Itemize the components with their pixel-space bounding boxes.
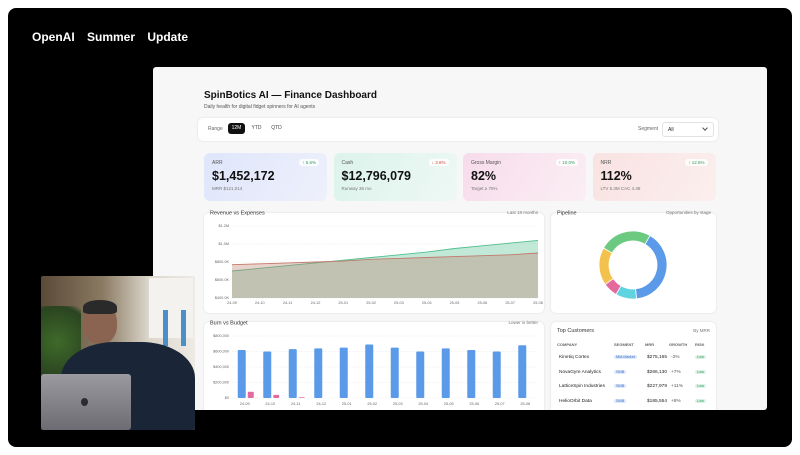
- kpi-change: ↑ 12.5%: [685, 159, 708, 166]
- segment-value: All: [668, 127, 674, 133]
- kpi-change: ↓ 3.6%: [428, 159, 449, 166]
- filter-bar: Range 12M YTD QTD Segment All: [198, 118, 718, 141]
- growth: +7%: [671, 369, 681, 375]
- dashboard: SpinBotics AI — Finance Dashboard Daily …: [153, 67, 767, 410]
- mrr: $227,979: [647, 384, 668, 389]
- video-frame: OpenAI Summer Update SpinBotics AI — Fin…: [8, 8, 792, 447]
- laptop-logo: [81, 398, 88, 406]
- kpi-card: ARR $1,452,172 MRR $121,014 ↑ 5.6%: [204, 153, 327, 201]
- range-button[interactable]: 12M: [228, 123, 245, 134]
- risk-pill: Low: [695, 369, 706, 374]
- window: [149, 278, 193, 338]
- kpi-value: 82%: [471, 169, 497, 183]
- risk-pill: Low: [695, 384, 706, 388]
- kpi-value: $1,452,172: [212, 169, 275, 183]
- kpi-label: NRR: [600, 160, 612, 166]
- person-hair: [83, 300, 117, 314]
- webcam-feed: [41, 276, 195, 430]
- kpi-label: Cash: [341, 160, 354, 166]
- column-header: COMPANY: [557, 342, 578, 347]
- customers-card: Top Customers By MRR COMPANY SEGMENT MRR GROW…: [551, 322, 716, 410]
- kpi-change: ↑ 5.6%: [299, 159, 319, 166]
- column-header: MRR: [645, 342, 655, 347]
- column-header: SEGMENT: [614, 342, 634, 347]
- range-button[interactable]: QTD: [271, 125, 282, 131]
- segment-pill: Mid-Market: [614, 355, 637, 359]
- company: HelioOrbit Data: [559, 398, 592, 404]
- kpi-sub: MRR $121,014: [212, 186, 243, 191]
- segment-dropdown[interactable]: All: [662, 122, 714, 137]
- company: Kinetiq Cortex: [559, 355, 590, 360]
- burn-card: [204, 322, 544, 410]
- kpi-card: NRR 112% LTV 5.3M CAC 4.38 ↑ 12.5%: [592, 153, 716, 201]
- range-label: Range: [208, 126, 223, 132]
- mrr: $266,130: [647, 369, 668, 375]
- kpi-change: ↑ 10.0%: [555, 159, 578, 166]
- segment-pill: SMB: [614, 398, 627, 403]
- range-button[interactable]: YTD: [251, 125, 262, 131]
- kpi-value: $12,796,079: [341, 169, 412, 183]
- company: LatticeSpin Industries: [559, 384, 605, 389]
- pipeline-card: [551, 213, 716, 313]
- kpi-value: 112%: [600, 169, 632, 183]
- kpi-card: Cash $12,796,079 Runway 36 mo ↓ 3.6%: [333, 153, 457, 201]
- brand-title: OpenAI Summer Update: [32, 30, 189, 44]
- kpi-sub: Target ≥ 75%: [471, 186, 498, 191]
- mrr: $185,554: [647, 398, 668, 404]
- growth: -2%: [671, 355, 680, 360]
- kpi-row: ARR $1,452,172 MRR $121,014 ↑ 5.6% Cash $12,7…: [204, 153, 724, 203]
- segment-label: Segment: [638, 126, 659, 132]
- card-title: Top Customers: [557, 328, 594, 334]
- column-header: RISK: [695, 342, 705, 347]
- dashboard-subtitle: Daily health for digital fidget spinners…: [204, 104, 316, 110]
- company: NovaGyre Analytics: [559, 369, 601, 375]
- growth: +8%: [671, 398, 681, 404]
- column-header: GROWTH: [669, 342, 688, 347]
- dropdown-caret: [702, 125, 708, 131]
- screen-bar: [181, 310, 186, 346]
- kpi-label: ARR: [212, 160, 223, 166]
- revenue-card: [204, 213, 544, 313]
- mrr: $275,165: [647, 355, 668, 360]
- kpi-sub: Runway 36 mo: [341, 186, 372, 191]
- segment-pill: SMB: [614, 384, 627, 388]
- dashboard-title: SpinBotics AI — Finance Dashboard: [204, 90, 377, 101]
- segment-pill: SMB: [614, 369, 627, 374]
- kpi-sub: LTV 5.3M CAC 4.38: [600, 186, 641, 191]
- growth: +11%: [671, 384, 684, 389]
- risk-pill: Low: [695, 398, 706, 403]
- kpi-label: Gross Margin: [471, 160, 502, 166]
- kpi-card: Gross Margin 82% Target ≥ 75% ↑ 10.0%: [463, 153, 586, 201]
- risk-pill: Low: [695, 355, 706, 359]
- card-subtitle: By MRR: [693, 328, 710, 333]
- screen-bar: [163, 310, 168, 346]
